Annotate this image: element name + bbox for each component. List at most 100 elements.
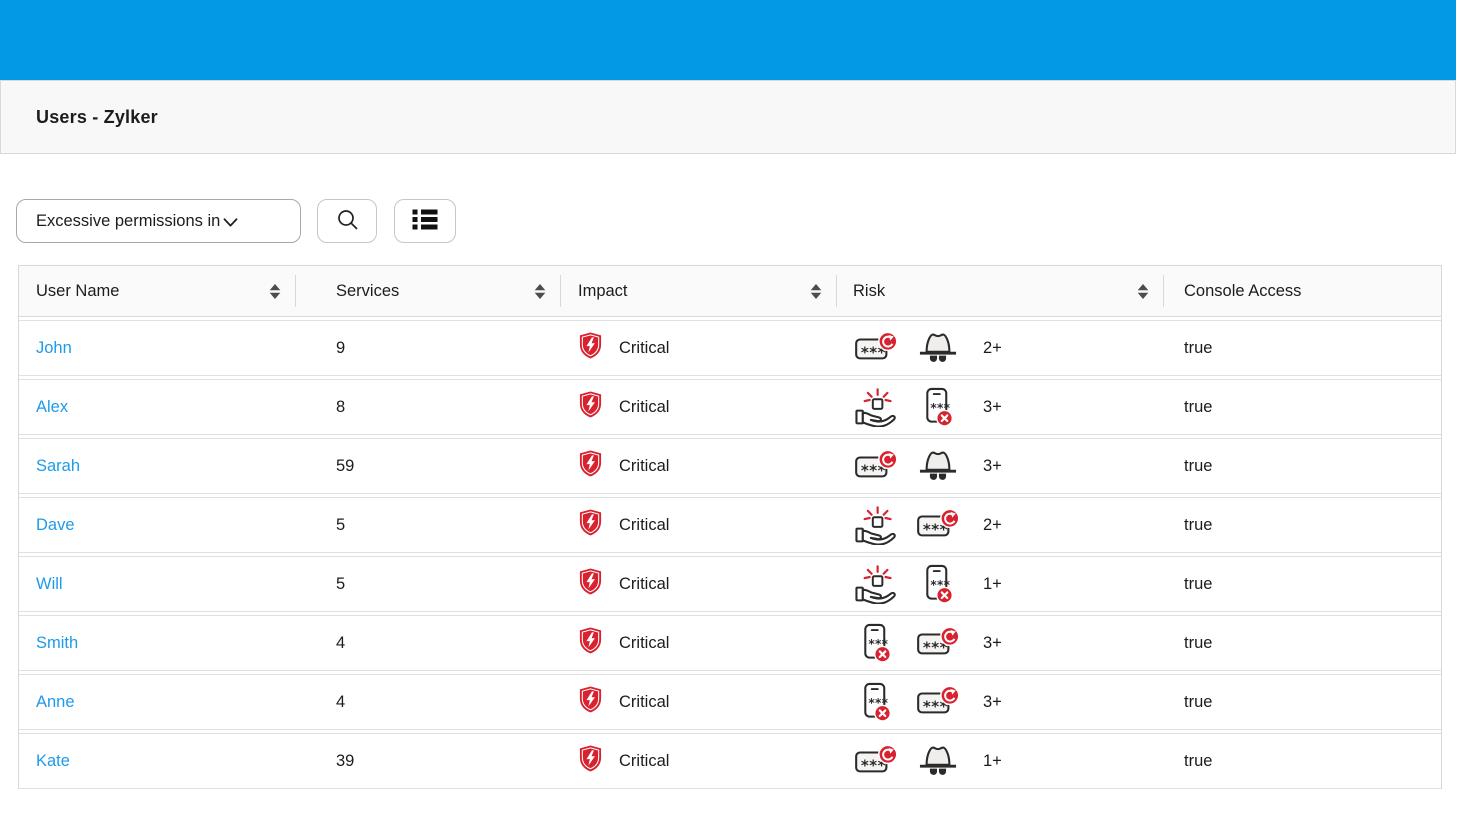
risk-count: 2+ xyxy=(983,515,1002,534)
cell-impact: Critical xyxy=(561,744,837,778)
cell-services: 4 xyxy=(336,633,346,652)
cell-user-name: Dave xyxy=(19,516,296,535)
cell-risk: 3+ xyxy=(837,621,1164,665)
cell-impact: Critical xyxy=(561,449,837,483)
phone-password-disabled-icon xyxy=(915,562,961,606)
user-name-link[interactable]: John xyxy=(36,338,72,357)
cell-console-access: true xyxy=(1184,633,1213,652)
password-rotation-icon xyxy=(853,449,899,483)
column-header-console-access: Console Access xyxy=(1164,266,1441,316)
critical-shield-icon xyxy=(578,449,603,483)
critical-shield-icon xyxy=(578,390,603,424)
user-name-link[interactable]: Anne xyxy=(36,692,75,711)
table-header: User Name Services Impact Risk Console Acces… xyxy=(19,265,1441,317)
table-row: Smith 4 Critical 3+ true xyxy=(19,615,1441,671)
table-row: John 9 Critical 2+ true xyxy=(19,320,1441,376)
search-icon xyxy=(336,208,359,234)
cell-services: 4 xyxy=(336,692,346,711)
sort-icon[interactable] xyxy=(1137,283,1149,299)
incognito-user-icon xyxy=(915,742,961,780)
column-header-label: Console Access xyxy=(1184,281,1302,300)
cell-impact: Critical xyxy=(561,685,837,719)
cell-console-access: true xyxy=(1184,574,1213,593)
cell-user-name: Sarah xyxy=(19,457,296,476)
cell-risk: 3+ xyxy=(837,447,1164,485)
risk-count: 3+ xyxy=(983,692,1002,711)
cell-services: 5 xyxy=(336,574,346,593)
cell-user-name: Kate xyxy=(19,752,296,771)
cell-risk: 2+ xyxy=(837,329,1164,367)
cell-services: 5 xyxy=(336,515,346,534)
page-title: Users - Zylker xyxy=(36,106,158,127)
impact-label: Critical xyxy=(619,751,670,770)
filter-dropdown[interactable]: Excessive permissions in xyxy=(16,199,301,243)
critical-shield-icon xyxy=(578,626,603,660)
user-name-link[interactable]: Smith xyxy=(36,633,79,652)
incognito-user-icon xyxy=(915,329,961,367)
column-header-label: User Name xyxy=(36,281,120,300)
risk-count: 3+ xyxy=(983,456,1002,475)
cell-impact: Critical xyxy=(561,331,837,365)
risk-count: 2+ xyxy=(983,338,1002,357)
cell-user-name: Will xyxy=(19,575,296,594)
cell-services: 8 xyxy=(336,397,346,416)
column-header-impact: Impact xyxy=(561,266,837,316)
filter-dropdown-label: Excessive permissions in xyxy=(36,211,221,230)
table-row: Sarah 59 Critical 3+ true xyxy=(19,438,1441,494)
cell-console-access: true xyxy=(1184,751,1213,770)
cell-risk: 1+ xyxy=(837,742,1164,780)
cell-risk: 2+ xyxy=(837,505,1164,545)
column-header-label: Services xyxy=(336,281,400,300)
cell-services: 59 xyxy=(336,456,355,475)
cell-console-access: true xyxy=(1184,692,1213,711)
sort-icon[interactable] xyxy=(534,283,546,299)
phone-password-disabled-icon xyxy=(915,385,961,429)
column-header-services: Services xyxy=(296,266,561,316)
phone-password-disabled-icon xyxy=(853,680,899,724)
sort-icon[interactable] xyxy=(810,283,822,299)
password-rotation-icon xyxy=(915,685,961,719)
impact-label: Critical xyxy=(619,515,670,534)
password-rotation-icon xyxy=(915,508,961,542)
cell-console-access: true xyxy=(1184,397,1213,416)
user-name-link[interactable]: Dave xyxy=(36,515,75,534)
user-name-link[interactable]: Will xyxy=(36,574,63,593)
cell-risk: 3+ xyxy=(837,385,1164,429)
critical-shield-icon xyxy=(578,567,603,601)
column-header-label: Impact xyxy=(578,281,628,300)
users-table: User Name Services Impact Risk Console Acces… xyxy=(18,265,1442,789)
impact-label: Critical xyxy=(619,397,670,416)
cell-risk: 1+ xyxy=(837,562,1164,606)
column-header-label: Risk xyxy=(853,281,886,300)
risk-count: 3+ xyxy=(983,397,1002,416)
incognito-user-icon xyxy=(915,447,961,485)
critical-shield-icon xyxy=(578,331,603,365)
cell-services: 39 xyxy=(336,751,355,770)
risk-count: 1+ xyxy=(983,751,1002,770)
user-name-link[interactable]: Sarah xyxy=(36,456,81,475)
risk-count: 1+ xyxy=(983,574,1002,593)
table-row: Kate 39 Critical 1+ true xyxy=(19,733,1441,789)
user-name-link[interactable]: Kate xyxy=(36,751,70,770)
table-body: John 9 Critical 2+ true Alex 8 Critical 3+ true Sa… xyxy=(19,320,1441,789)
cell-user-name: Anne xyxy=(19,693,296,712)
cell-services: 9 xyxy=(336,338,346,357)
impact-label: Critical xyxy=(619,692,670,711)
list-view-button[interactable] xyxy=(394,199,456,243)
cell-console-access: true xyxy=(1184,515,1213,534)
user-name-link[interactable]: Alex xyxy=(36,397,69,416)
search-button[interactable] xyxy=(317,199,377,243)
top-banner xyxy=(0,0,1456,80)
cell-risk: 3+ xyxy=(837,680,1164,724)
cell-impact: Critical xyxy=(561,508,837,542)
column-header-risk: Risk xyxy=(837,266,1164,316)
sort-icon[interactable] xyxy=(269,283,281,299)
impact-label: Critical xyxy=(619,574,670,593)
hand-privilege-icon xyxy=(853,564,899,604)
page-header-bar: Users - Zylker xyxy=(0,80,1456,154)
critical-shield-icon xyxy=(578,508,603,542)
table-row: Alex 8 Critical 3+ true xyxy=(19,379,1441,435)
password-rotation-icon xyxy=(853,331,899,365)
password-rotation-icon xyxy=(853,744,899,778)
cell-impact: Critical xyxy=(561,390,837,424)
